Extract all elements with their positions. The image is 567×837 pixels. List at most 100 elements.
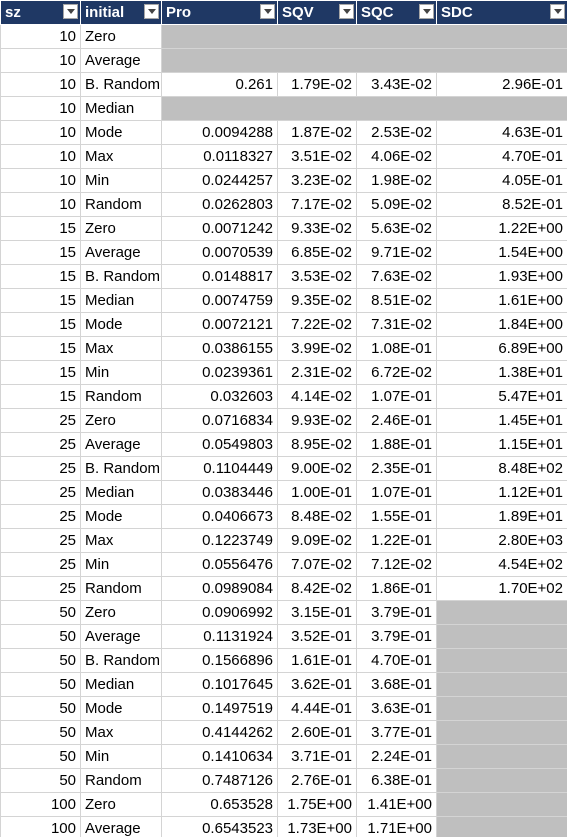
cell-initial[interactable]: Mode bbox=[80, 120, 162, 145]
cell-sz[interactable]: 15 bbox=[0, 288, 81, 313]
cell-pro[interactable]: 0.1566896 bbox=[161, 648, 278, 673]
cell-pro[interactable]: 0.1131924 bbox=[161, 624, 278, 649]
cell-sqc[interactable]: 1.71E+00 bbox=[356, 816, 437, 837]
cell-sqv[interactable]: 7.07E-02 bbox=[277, 552, 357, 577]
cell-sdc[interactable]: 4.54E+02 bbox=[436, 552, 567, 577]
cell-pro[interactable]: 0.0989084 bbox=[161, 576, 278, 601]
cell-sdc[interactable]: 1.45E+01 bbox=[436, 408, 567, 433]
cell-sdc[interactable]: 1.61E+00 bbox=[436, 288, 567, 313]
cell-sqv[interactable]: 3.99E-02 bbox=[277, 336, 357, 361]
cell-pro[interactable]: 0.1497519 bbox=[161, 696, 278, 721]
cell-sqc[interactable]: 1.88E-01 bbox=[356, 432, 437, 457]
cell-sz[interactable]: 15 bbox=[0, 240, 81, 265]
header-initial[interactable]: initial bbox=[80, 0, 162, 25]
cell-sz[interactable]: 25 bbox=[0, 552, 81, 577]
cell-sqc[interactable]: 8.51E-02 bbox=[356, 288, 437, 313]
cell-sz[interactable]: 100 bbox=[0, 816, 81, 837]
cell-pro[interactable]: 0.1104449 bbox=[161, 456, 278, 481]
cell-sdc[interactable]: 6.89E+00 bbox=[436, 336, 567, 361]
empty-gray-cell[interactable] bbox=[436, 600, 567, 625]
cell-pro[interactable]: 0.0906992 bbox=[161, 600, 278, 625]
cell-sz[interactable]: 50 bbox=[0, 720, 81, 745]
cell-sqv[interactable]: 9.09E-02 bbox=[277, 528, 357, 553]
cell-sqv[interactable]: 3.15E-01 bbox=[277, 600, 357, 625]
cell-initial[interactable]: Median bbox=[80, 288, 162, 313]
cell-sqv[interactable]: 8.95E-02 bbox=[277, 432, 357, 457]
cell-sz[interactable]: 25 bbox=[0, 432, 81, 457]
cell-pro[interactable]: 0.0406673 bbox=[161, 504, 278, 529]
cell-sqv[interactable]: 2.76E-01 bbox=[277, 768, 357, 793]
cell-pro[interactable]: 0.4144262 bbox=[161, 720, 278, 745]
cell-pro[interactable]: 0.0118327 bbox=[161, 144, 278, 169]
cell-initial[interactable]: Max bbox=[80, 336, 162, 361]
filter-dropdown-chevron-down-icon[interactable] bbox=[550, 4, 565, 19]
cell-pro[interactable]: 0.0244257 bbox=[161, 168, 278, 193]
cell-initial[interactable]: Mode bbox=[80, 696, 162, 721]
cell-sqv[interactable]: 3.23E-02 bbox=[277, 168, 357, 193]
cell-initial[interactable]: Random bbox=[80, 384, 162, 409]
cell-sqc[interactable]: 6.38E-01 bbox=[356, 768, 437, 793]
cell-sqv[interactable]: 9.35E-02 bbox=[277, 288, 357, 313]
cell-pro[interactable]: 0.0074759 bbox=[161, 288, 278, 313]
cell-sz[interactable]: 50 bbox=[0, 672, 81, 697]
cell-sqv[interactable]: 8.48E-02 bbox=[277, 504, 357, 529]
cell-pro[interactable]: 0.0716834 bbox=[161, 408, 278, 433]
cell-sz[interactable]: 10 bbox=[0, 144, 81, 169]
cell-sz[interactable]: 100 bbox=[0, 792, 81, 817]
cell-sz[interactable]: 10 bbox=[0, 96, 81, 121]
filter-dropdown-chevron-down-icon[interactable] bbox=[63, 4, 78, 19]
cell-sqv[interactable]: 9.00E-02 bbox=[277, 456, 357, 481]
cell-sdc[interactable]: 1.12E+01 bbox=[436, 480, 567, 505]
cell-sz[interactable]: 10 bbox=[0, 48, 81, 73]
cell-sqv[interactable]: 1.61E-01 bbox=[277, 648, 357, 673]
cell-pro[interactable]: 0.0549803 bbox=[161, 432, 278, 457]
cell-initial[interactable]: Average bbox=[80, 624, 162, 649]
cell-sz[interactable]: 15 bbox=[0, 264, 81, 289]
cell-sqv[interactable]: 1.87E-02 bbox=[277, 120, 357, 145]
filter-dropdown-chevron-down-icon[interactable] bbox=[260, 4, 275, 19]
filter-dropdown-chevron-down-icon[interactable] bbox=[339, 4, 354, 19]
cell-initial[interactable]: B. Random bbox=[80, 648, 162, 673]
cell-sz[interactable]: 10 bbox=[0, 120, 81, 145]
cell-sqv[interactable]: 4.14E-02 bbox=[277, 384, 357, 409]
cell-sdc[interactable]: 4.63E-01 bbox=[436, 120, 567, 145]
cell-pro[interactable]: 0.0071242 bbox=[161, 216, 278, 241]
cell-sdc[interactable]: 5.47E+01 bbox=[436, 384, 567, 409]
empty-gray-cell[interactable] bbox=[161, 96, 567, 121]
cell-sz[interactable]: 10 bbox=[0, 192, 81, 217]
cell-sdc[interactable]: 4.70E-01 bbox=[436, 144, 567, 169]
cell-sdc[interactable]: 1.93E+00 bbox=[436, 264, 567, 289]
cell-sqc[interactable]: 3.63E-01 bbox=[356, 696, 437, 721]
cell-sqc[interactable]: 7.63E-02 bbox=[356, 264, 437, 289]
cell-pro[interactable]: 0.1223749 bbox=[161, 528, 278, 553]
cell-sqc[interactable]: 9.71E-02 bbox=[356, 240, 437, 265]
empty-gray-cell[interactable] bbox=[436, 696, 567, 721]
cell-sz[interactable]: 25 bbox=[0, 576, 81, 601]
cell-sdc[interactable]: 4.05E-01 bbox=[436, 168, 567, 193]
cell-sdc[interactable]: 1.54E+00 bbox=[436, 240, 567, 265]
cell-pro[interactable]: 0.653528 bbox=[161, 792, 278, 817]
cell-sz[interactable]: 10 bbox=[0, 168, 81, 193]
cell-initial[interactable]: Max bbox=[80, 720, 162, 745]
cell-sqc[interactable]: 2.53E-02 bbox=[356, 120, 437, 145]
cell-sqv[interactable]: 7.22E-02 bbox=[277, 312, 357, 337]
header-sqc[interactable]: SQC bbox=[356, 0, 437, 25]
cell-sz[interactable]: 15 bbox=[0, 384, 81, 409]
cell-pro[interactable]: 0.6543523 bbox=[161, 816, 278, 837]
cell-sdc[interactable]: 1.15E+01 bbox=[436, 432, 567, 457]
cell-initial[interactable]: Min bbox=[80, 744, 162, 769]
cell-pro[interactable]: 0.0148817 bbox=[161, 264, 278, 289]
cell-sqv[interactable]: 1.75E+00 bbox=[277, 792, 357, 817]
cell-sqc[interactable]: 6.72E-02 bbox=[356, 360, 437, 385]
cell-sz[interactable]: 50 bbox=[0, 768, 81, 793]
cell-pro[interactable]: 0.0556476 bbox=[161, 552, 278, 577]
cell-initial[interactable]: Average bbox=[80, 240, 162, 265]
cell-sqc[interactable]: 3.68E-01 bbox=[356, 672, 437, 697]
cell-pro[interactable]: 0.1410634 bbox=[161, 744, 278, 769]
cell-sz[interactable]: 25 bbox=[0, 528, 81, 553]
header-sz[interactable]: sz bbox=[0, 0, 81, 25]
cell-initial[interactable]: Zero bbox=[80, 600, 162, 625]
cell-initial[interactable]: Min bbox=[80, 360, 162, 385]
header-sqv[interactable]: SQV bbox=[277, 0, 357, 25]
cell-sz[interactable]: 25 bbox=[0, 504, 81, 529]
